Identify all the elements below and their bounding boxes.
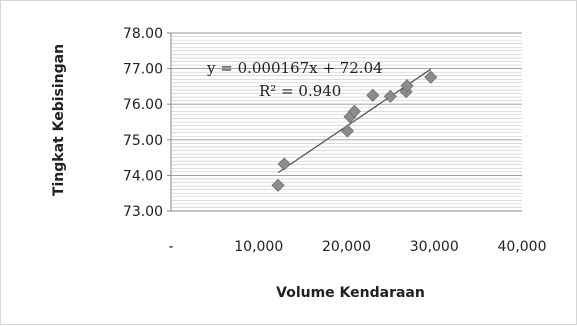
x-tick-label: 10,000: [234, 239, 283, 255]
x-axis-title: Volume Kendaraan: [276, 285, 425, 301]
data-point: [340, 124, 354, 138]
y-tick-label: 77.00: [123, 62, 163, 78]
x-tick-label: 20,000: [322, 239, 371, 255]
r-squared-label: R² = 0.940: [259, 82, 341, 100]
data-point: [383, 89, 397, 103]
tick-labels: 73.00 74.00 75.00 76.00 77.00 78.00 - 10,000 20,…: [123, 26, 547, 255]
y-tick-label: 75.00: [123, 133, 163, 149]
data-point: [277, 157, 291, 171]
data-point: [424, 70, 438, 84]
data-point: [400, 79, 414, 93]
y-tick-label: 74.00: [123, 168, 163, 184]
data-point: [271, 178, 285, 192]
y-tick-label: 76.00: [123, 97, 163, 113]
axes: [167, 32, 522, 212]
annotations: y = 0.000167x + 72.04 R² = 0.940: [206, 59, 383, 100]
x-tick-label: 30,000: [410, 239, 459, 255]
x-tick-label: -: [168, 239, 173, 255]
data-points: [271, 70, 438, 192]
data-point: [366, 88, 380, 102]
x-tick-label: 40,000: [498, 239, 547, 255]
data-point: [347, 104, 361, 118]
equation-label: y = 0.000167x + 72.04: [206, 59, 383, 77]
y-axis-title: Tingkat Kebisingan: [51, 44, 67, 196]
y-tick-label: 73.00: [123, 204, 163, 220]
y-tick-label: 78.00: [123, 26, 163, 42]
